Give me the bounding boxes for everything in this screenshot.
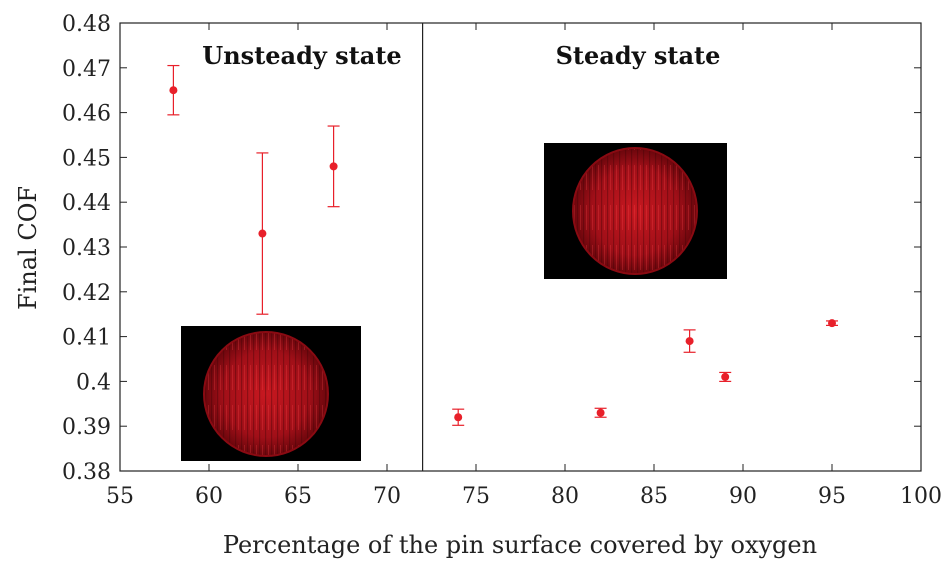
y-tick-label: 0.42	[62, 281, 111, 306]
x-axis-title: Percentage of the pin surface covered by…	[223, 531, 817, 559]
data-marker	[258, 229, 267, 238]
y-tick-label: 0.48	[62, 12, 111, 37]
y-tick-label: 0.44	[62, 191, 111, 216]
data-point	[594, 407, 607, 418]
data-point	[327, 125, 340, 208]
x-tick-label: 70	[373, 484, 401, 509]
data-points	[167, 64, 838, 426]
data-marker	[685, 337, 694, 346]
x-tick-label: 90	[729, 484, 757, 509]
pin-micrograph-unsteady	[181, 326, 361, 461]
region-label-steady: Steady state	[556, 41, 721, 70]
data-point	[719, 371, 732, 382]
ticks: 55 60 65 70 75 80 85 90 95 100 0.38 0.39 0.4 0.41 0.42…	[62, 12, 942, 509]
y-tick-label: 0.38	[62, 460, 111, 485]
y-tick-label: 0.47	[62, 57, 111, 82]
y-tick-label: 0.41	[62, 326, 111, 351]
x-tick-label: 100	[900, 484, 942, 509]
y-tick-label: 0.43	[62, 236, 111, 261]
data-point	[452, 408, 465, 426]
x-tick-label: 75	[462, 484, 490, 509]
y-tick-label: 0.39	[62, 415, 111, 440]
data-marker	[454, 413, 463, 422]
x-tick-label: 95	[818, 484, 846, 509]
data-marker	[329, 162, 338, 171]
data-point	[683, 329, 696, 353]
data-point	[256, 152, 269, 315]
data-marker	[169, 86, 178, 95]
data-marker	[721, 372, 730, 381]
y-tick-label: 0.45	[62, 146, 111, 171]
x-tick-label: 85	[640, 484, 668, 509]
pin-micrograph-steady	[544, 143, 727, 279]
x-tick-label: 55	[106, 484, 134, 509]
data-marker	[828, 319, 836, 328]
data-point	[167, 64, 180, 116]
data-marker	[596, 408, 605, 417]
x-tick-label: 60	[195, 484, 223, 509]
data-point	[826, 319, 838, 328]
region-label-unsteady: Unsteady state	[202, 41, 401, 70]
y-axis-title: Final COF	[14, 186, 42, 310]
x-tick-label: 65	[284, 484, 312, 509]
y-tick-label: 0.46	[62, 102, 111, 127]
x-tick-label: 80	[551, 484, 579, 509]
y-tick-label: 0.4	[76, 370, 111, 395]
